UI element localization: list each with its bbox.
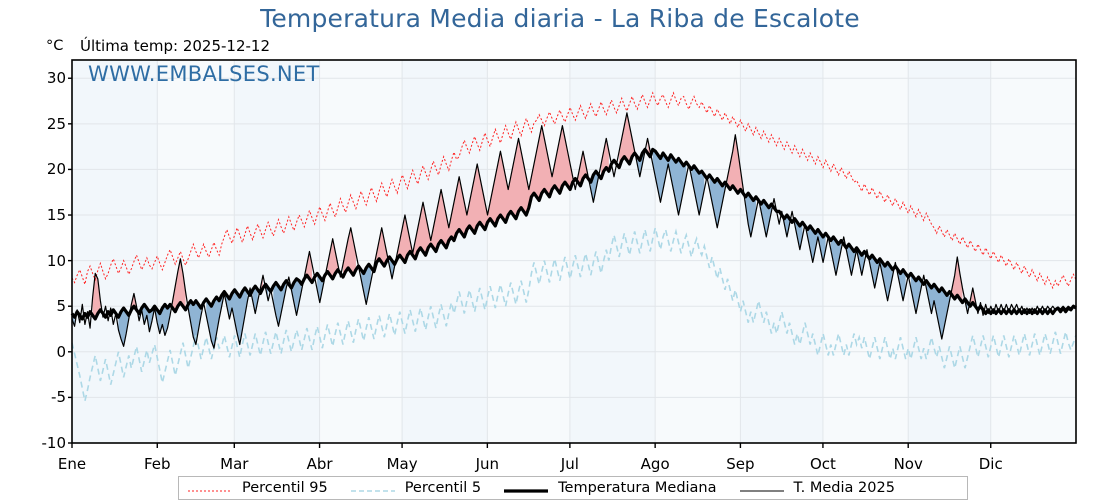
y-axis-tick-20: 20 [46, 160, 66, 179]
y-axis-tick--5: -5 [51, 388, 66, 407]
page-title: Temperatura Media diaria - La Riba de Es… [260, 4, 860, 33]
legend-item-2: Temperatura Mediana [503, 480, 717, 496]
x-axis-tick-nov: Nov [893, 455, 923, 473]
x-axis-tick-mar: Mar [220, 455, 249, 473]
y-axis-tick-25: 25 [46, 114, 66, 133]
x-axis-tick-sep: Sep [726, 455, 755, 473]
legend-swatch-3 [739, 482, 785, 494]
legend-label-3: T. Media 2025 [793, 480, 895, 496]
last-temp-label: Última temp: 2025-12-12 [80, 37, 271, 55]
x-axis-tick-abr: Abr [306, 455, 333, 473]
x-axis-tick-dic: Dic [978, 455, 1003, 473]
x-axis-tick-jun: Jun [475, 455, 500, 473]
legend-item-0: Percentil 95 [187, 480, 328, 496]
x-axis-tick-oct: Oct [809, 455, 836, 473]
site-watermark: WWW.EMBALSES.NET [88, 62, 320, 86]
x-axis-tick-jul: Jul [560, 455, 579, 473]
legend-item-1: Percentil 5 [350, 480, 481, 496]
y-axis-tick-0: 0 [56, 342, 66, 361]
y-axis-tick--10: -10 [41, 434, 67, 452]
x-axis-tick-may: May [386, 455, 418, 473]
legend-label-0: Percentil 95 [242, 480, 328, 496]
legend-swatch-0 [187, 482, 233, 494]
y-axis-tick-15: 15 [46, 206, 66, 225]
x-axis-tick-ene: Ene [57, 455, 87, 473]
legend-swatch-2 [503, 482, 549, 494]
legend-label-2: Temperatura Mediana [558, 480, 717, 496]
y-axis-tick-10: 10 [46, 251, 66, 270]
legend-swatch-1 [350, 482, 396, 494]
chart-legend: Percentil 95 Percentil 5 Temperatura Media… [178, 476, 968, 500]
x-axis-tick-feb: Feb [143, 455, 171, 473]
y-axis-tick-5: 5 [56, 297, 66, 316]
legend-item-3: T. Media 2025 [739, 480, 895, 496]
legend-label-1: Percentil 5 [404, 480, 482, 496]
y-axis-tick-30: 30 [46, 69, 66, 88]
y-axis-unit-label: °C [46, 38, 64, 54]
x-axis-tick-ago: Ago [640, 455, 670, 473]
